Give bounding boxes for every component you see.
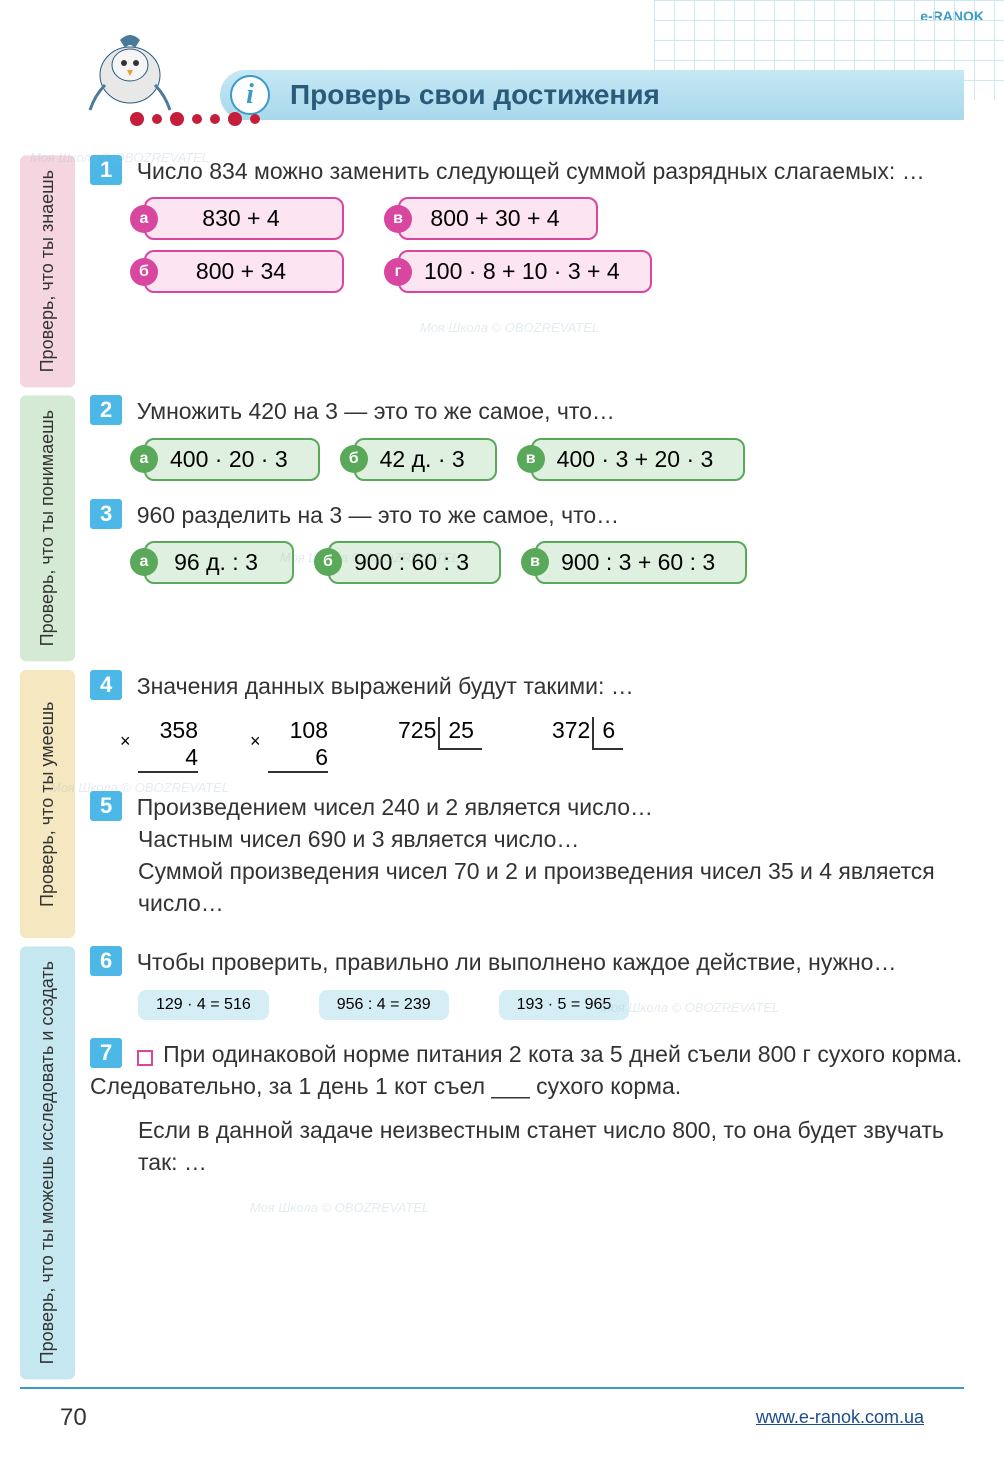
option-letter: в bbox=[517, 445, 545, 473]
task-text: Число 834 можно заменить следующей суммо… bbox=[137, 158, 925, 184]
task-4: 4 Значения данных выражений будут такими… bbox=[90, 670, 964, 773]
calc-mult-2: ×1086 bbox=[268, 717, 328, 773]
check-box-2: 956 : 4 = 239 bbox=[319, 990, 449, 1020]
task-number: 2 bbox=[90, 395, 122, 425]
footer: 70 www.e-ranok.com.ua bbox=[20, 1394, 964, 1442]
option-b[interactable]: б800 + 34 bbox=[130, 250, 344, 293]
option-value: 400 · 3 + 20 · 3 bbox=[531, 438, 746, 481]
option-value: 96 д. : 3 bbox=[144, 541, 294, 584]
check-box-1: 129 · 4 = 516 bbox=[138, 990, 269, 1020]
task-5: 5 Произведением чисел 240 и 2 является ч… bbox=[90, 791, 964, 920]
option-letter: а bbox=[130, 205, 158, 233]
option-value: 100 · 8 + 10 · 3 + 4 bbox=[398, 250, 652, 293]
mascot-illustration bbox=[80, 30, 180, 120]
side-label-know: Проверь, что ты знаешь bbox=[20, 155, 75, 387]
option-letter: б bbox=[130, 258, 158, 286]
option-value: 800 + 34 bbox=[144, 250, 344, 293]
option-value: 42 д. · 3 bbox=[354, 438, 497, 481]
task-number: 5 bbox=[90, 791, 122, 821]
option-letter: в bbox=[384, 205, 412, 233]
calculations: ×3584 ×1086 72525 3726 bbox=[138, 717, 964, 773]
option-g[interactable]: г100 · 8 + 10 · 3 + 4 bbox=[384, 250, 652, 293]
option-a[interactable]: а400 · 20 · 3 bbox=[130, 438, 320, 481]
task-line: Частным чисел 690 и 3 является число… bbox=[138, 823, 964, 855]
option-b[interactable]: б900 : 60 : 3 bbox=[314, 541, 501, 584]
divider bbox=[20, 1387, 964, 1389]
option-b[interactable]: б42 д. · 3 bbox=[340, 438, 497, 481]
option-letter: а bbox=[130, 445, 158, 473]
task-line: Произведением чисел 240 и 2 является чис… bbox=[137, 794, 653, 820]
option-letter: б bbox=[340, 445, 368, 473]
section-understand: Проверь, что ты понимаешь 2 Умножить 420… bbox=[20, 395, 964, 661]
source-url[interactable]: www.e-ranok.com.ua bbox=[756, 1407, 924, 1428]
task-text: 960 разделить на 3 — это то же самое, чт… bbox=[137, 502, 619, 528]
page-title: Проверь свои достижения bbox=[290, 79, 660, 111]
task-text: Значения данных выражений будут такими: … bbox=[137, 673, 634, 699]
option-value: 400 · 20 · 3 bbox=[144, 438, 320, 481]
task-text: Чтобы проверить, правильно ли выполнено … bbox=[137, 949, 897, 975]
task-6: 6 Чтобы проверить, правильно ли выполнен… bbox=[90, 946, 964, 1020]
option-value: 800 + 30 + 4 bbox=[398, 197, 598, 240]
calc-mult-1: ×3584 bbox=[138, 717, 198, 773]
option-a[interactable]: а96 д. : 3 bbox=[130, 541, 294, 584]
side-label-understand: Проверь, что ты понимаешь bbox=[20, 395, 75, 661]
task-3: 3 960 разделить на 3 — это то же самое, … bbox=[90, 499, 964, 584]
task-number: 7 bbox=[90, 1038, 122, 1068]
option-value: 830 + 4 bbox=[144, 197, 344, 240]
option-a[interactable]: а830 + 4 bbox=[130, 197, 344, 240]
task-number: 1 bbox=[90, 155, 122, 185]
calc-div-2: 3726 bbox=[552, 717, 623, 773]
info-icon: i bbox=[230, 75, 270, 115]
task-paragraph: Если в данной задаче неизвестным станет … bbox=[138, 1114, 964, 1178]
section-can: Проверь, что ты умеешь 4 Значения данных… bbox=[20, 670, 964, 938]
task-line: Суммой произведения чисел 70 и 2 и произ… bbox=[138, 855, 964, 919]
task-number: 6 bbox=[90, 946, 122, 976]
task-1: 1 Число 834 можно заменить следующей сум… bbox=[90, 155, 964, 293]
task-7: 7 При одинаковой норме питания 2 кота за… bbox=[90, 1038, 964, 1179]
page-container: i Проверь свои достижения Проверь, что т… bbox=[0, 0, 1004, 1462]
option-v[interactable]: в800 + 30 + 4 bbox=[384, 197, 598, 240]
task-text: Умножить 420 на 3 — это то же самое, что… bbox=[137, 398, 615, 424]
dot-decoration bbox=[130, 115, 964, 123]
header: i Проверь свои достижения bbox=[20, 20, 964, 130]
option-letter: г bbox=[384, 258, 412, 286]
option-v[interactable]: в400 · 3 + 20 · 3 bbox=[517, 438, 746, 481]
calc-div-1: 72525 bbox=[398, 717, 482, 773]
section-explore: Проверь, что ты можешь исследовать и соз… bbox=[20, 946, 964, 1379]
check-box-3: 193 · 5 = 965 bbox=[499, 990, 630, 1020]
task-number: 3 bbox=[90, 499, 122, 529]
page-number: 70 bbox=[60, 1404, 87, 1432]
task-number: 4 bbox=[90, 670, 122, 700]
option-value: 900 : 60 : 3 bbox=[328, 541, 501, 584]
square-marker-icon bbox=[137, 1050, 153, 1066]
side-label-explore: Проверь, что ты можешь исследовать и соз… bbox=[20, 946, 75, 1379]
task-paragraph: При одинаковой норме питания 2 кота за 5… bbox=[90, 1041, 962, 1099]
section-know: Проверь, что ты знаешь 1 Число 834 можно… bbox=[20, 155, 964, 387]
option-v[interactable]: в900 : 3 + 60 : 3 bbox=[521, 541, 747, 584]
title-banner: i Проверь свои достижения bbox=[220, 70, 964, 120]
option-value: 900 : 3 + 60 : 3 bbox=[535, 541, 747, 584]
task-2: 2 Умножить 420 на 3 — это то же самое, ч… bbox=[90, 395, 964, 480]
side-label-can: Проверь, что ты умеешь bbox=[20, 670, 75, 938]
